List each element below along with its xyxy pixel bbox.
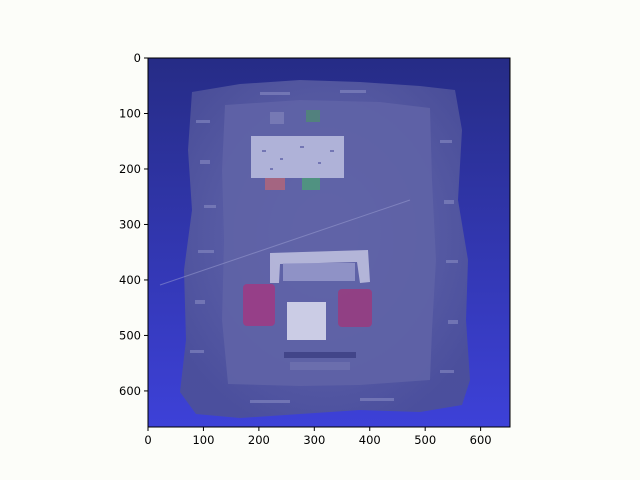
y-tick-label: 300 bbox=[119, 217, 141, 231]
chair-green-right bbox=[302, 178, 320, 190]
x-tick-label: 0 bbox=[144, 433, 151, 447]
top-table bbox=[251, 136, 344, 178]
couch-seat bbox=[283, 263, 355, 281]
y-tick-label: 0 bbox=[134, 51, 141, 65]
x-tick-label: 400 bbox=[359, 433, 381, 447]
y-tick-label: 200 bbox=[119, 162, 141, 176]
wall-noise bbox=[190, 90, 458, 403]
point-cloud-image bbox=[148, 58, 510, 427]
y-tick-label: 600 bbox=[119, 384, 141, 398]
y-axis: 0 100 200 300 400 500 600 bbox=[119, 51, 148, 398]
couch bbox=[270, 250, 370, 283]
x-tick-label: 300 bbox=[303, 433, 325, 447]
y-tick-label: 500 bbox=[119, 328, 141, 342]
x-tick-label: 200 bbox=[248, 433, 270, 447]
axes-frame bbox=[147, 57, 511, 428]
chair-grey-top bbox=[270, 112, 284, 124]
bottom-bench bbox=[284, 352, 356, 358]
chair-green-top bbox=[306, 110, 320, 122]
x-tick-label: 600 bbox=[470, 433, 492, 447]
scan-line bbox=[159, 199, 411, 286]
armchair-left bbox=[243, 284, 275, 326]
coffee-table bbox=[287, 302, 326, 340]
bottom-step bbox=[290, 362, 350, 370]
armchair-right bbox=[338, 289, 372, 327]
top-table-noise bbox=[262, 146, 334, 170]
x-tick-label: 100 bbox=[192, 433, 214, 447]
y-tick-label: 400 bbox=[119, 273, 141, 287]
x-axis: 0 100 200 300 400 500 600 bbox=[144, 427, 492, 447]
chair-red-left bbox=[265, 178, 285, 190]
y-tick-label: 100 bbox=[119, 106, 141, 120]
x-tick-label: 500 bbox=[414, 433, 436, 447]
